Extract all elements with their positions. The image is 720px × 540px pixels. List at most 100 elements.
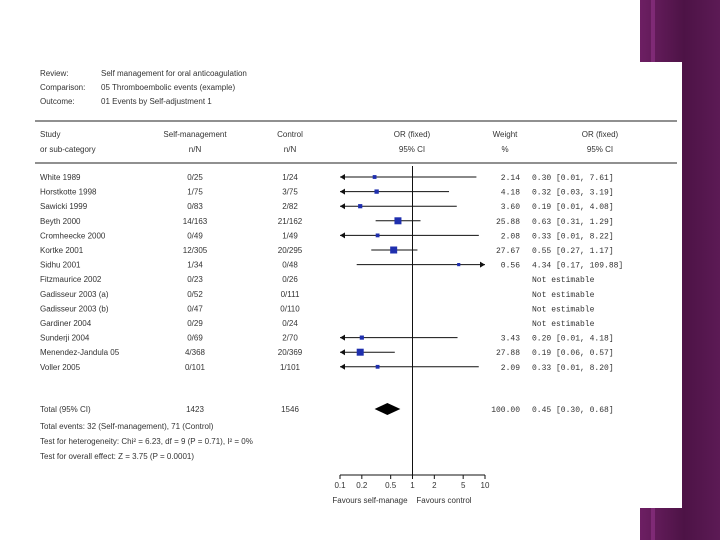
x-tick-label: 5 <box>461 481 466 490</box>
study-or-ci: Not estimable <box>532 305 595 314</box>
study-weight: 2.09 <box>501 364 520 373</box>
col-self-1: Self-management <box>163 130 227 139</box>
col-study-2: or sub-category <box>40 145 96 154</box>
study-name: Gardiner 2004 <box>40 319 92 328</box>
self-events: 0/101 <box>185 363 206 372</box>
study-or-ci: Not estimable <box>532 291 595 300</box>
effect-square <box>358 204 363 209</box>
header-value-review: Self management for oral anticoagulation <box>101 69 247 78</box>
xlabel-right: Favours control <box>416 496 471 505</box>
header-label-comparison: Comparison: <box>40 83 85 92</box>
study-or-ci: 0.55 [0.27, 1.17] <box>532 247 614 256</box>
col-weight-2: % <box>501 145 508 154</box>
total-diamond <box>374 403 401 415</box>
x-tick-label: 0.1 <box>334 481 346 490</box>
ci-arrow-left <box>340 232 345 239</box>
x-tick-label: 2 <box>432 481 437 490</box>
self-events: 1/75 <box>187 188 203 197</box>
header-label-review: Review: <box>40 69 68 78</box>
study-name: Voller 2005 <box>40 363 81 372</box>
effect-square <box>390 246 398 254</box>
col-control-1: Control <box>277 130 303 139</box>
control-events: 0/110 <box>280 304 300 313</box>
total-weight: 100.00 <box>491 406 520 415</box>
study-weight: 3.43 <box>501 335 520 344</box>
study-name: Horstkotte 1998 <box>40 188 97 197</box>
control-events: 1/49 <box>282 231 298 240</box>
total-self: 1423 <box>186 405 204 414</box>
study-weight: 25.88 <box>496 218 520 227</box>
control-events: 1/101 <box>280 363 301 372</box>
self-events: 12/305 <box>183 246 208 255</box>
study-name: Beyth 2000 <box>40 217 81 226</box>
total-label: Total (95% CI) <box>40 405 91 414</box>
col-control-2: n/N <box>284 145 297 154</box>
self-events: 0/49 <box>187 231 203 240</box>
study-or-ci: 0.19 [0.06, 0.57] <box>532 349 614 358</box>
overall-effect-note: Test for overall effect: Z = 3.75 (P = 0… <box>40 452 194 461</box>
effect-square <box>374 189 379 194</box>
total-control: 1546 <box>281 405 299 414</box>
effect-square <box>372 175 377 179</box>
study-name: Sunderji 2004 <box>40 334 90 343</box>
study-weight: 4.18 <box>501 189 520 198</box>
study-name: Menendez-Jandula 05 <box>40 348 120 357</box>
col-or-fixed-1: OR (fixed) <box>394 130 431 139</box>
study-name: Sawicki 1999 <box>40 202 88 211</box>
ci-arrow-left <box>340 349 345 356</box>
col-or-ci-1: OR (fixed) <box>582 130 619 139</box>
control-events: 3/75 <box>282 188 298 197</box>
control-events: 21/162 <box>278 217 303 226</box>
control-events: 2/70 <box>282 334 298 343</box>
study-or-ci: Not estimable <box>532 276 595 285</box>
control-events: 20/295 <box>278 246 303 255</box>
study-name: Fitzmaurice 2002 <box>40 275 102 284</box>
self-events: 0/29 <box>187 319 203 328</box>
study-weight: 2.14 <box>501 174 520 183</box>
x-tick-label: 0.5 <box>385 481 397 490</box>
ci-arrow-left <box>340 203 345 210</box>
study-or-ci: 4.34 [0.17, 109.88] <box>532 262 623 271</box>
study-or-ci: Not estimable <box>532 320 595 329</box>
control-events: 0/24 <box>282 319 298 328</box>
control-events: 1/24 <box>282 173 298 182</box>
heterogeneity-note: Test for heterogeneity: Chi² = 6.23, df … <box>40 437 253 446</box>
study-name: White 1989 <box>40 173 81 182</box>
header-value-comparison: 05 Thromboembolic events (example) <box>101 83 235 92</box>
ci-arrow-left <box>340 334 345 341</box>
study-weight: 2.08 <box>501 232 520 241</box>
effect-square <box>375 233 380 238</box>
control-events: 0/48 <box>282 261 298 270</box>
x-tick-label: 1 <box>410 481 415 490</box>
self-events: 0/25 <box>187 173 203 182</box>
control-events: 0/26 <box>282 275 298 284</box>
ci-arrow-left <box>340 363 345 370</box>
effect-square <box>359 335 364 340</box>
study-weight: 3.60 <box>501 203 520 212</box>
control-events: 0/111 <box>281 290 300 299</box>
self-events: 0/23 <box>187 275 203 284</box>
ci-arrow-right <box>480 261 485 268</box>
header-value-outcome: 01 Events by Self-adjustment 1 <box>101 97 212 106</box>
control-events: 2/82 <box>282 202 298 211</box>
study-or-ci: 0.33 [0.01, 8.20] <box>532 364 614 373</box>
self-events: 0/83 <box>187 202 203 211</box>
slide-panel: Review: Self management for oral anticoa… <box>30 62 682 508</box>
study-or-ci: 0.63 [0.31, 1.29] <box>532 218 614 227</box>
self-events: 1/34 <box>187 261 203 270</box>
study-or-ci: 0.19 [0.01, 4.08] <box>532 203 614 212</box>
total-events-note: Total events: 32 (Self-management), 71 (… <box>40 422 214 431</box>
forest-plot: Review: Self management for oral anticoa… <box>35 69 677 505</box>
col-or-fixed-2: 95% CI <box>399 145 425 154</box>
study-or-ci: 0.33 [0.01, 8.22] <box>532 232 614 241</box>
col-self-2: n/N <box>189 145 202 154</box>
col-study-1: Study <box>40 130 60 139</box>
col-weight-1: Weight <box>493 130 519 139</box>
effect-square <box>356 348 364 356</box>
control-events: 20/369 <box>278 348 303 357</box>
ci-arrow-left <box>340 188 345 195</box>
header-label-outcome: Outcome: <box>40 97 75 106</box>
self-events: 14/163 <box>183 217 208 226</box>
effect-square <box>457 263 461 267</box>
effect-square <box>375 364 380 369</box>
